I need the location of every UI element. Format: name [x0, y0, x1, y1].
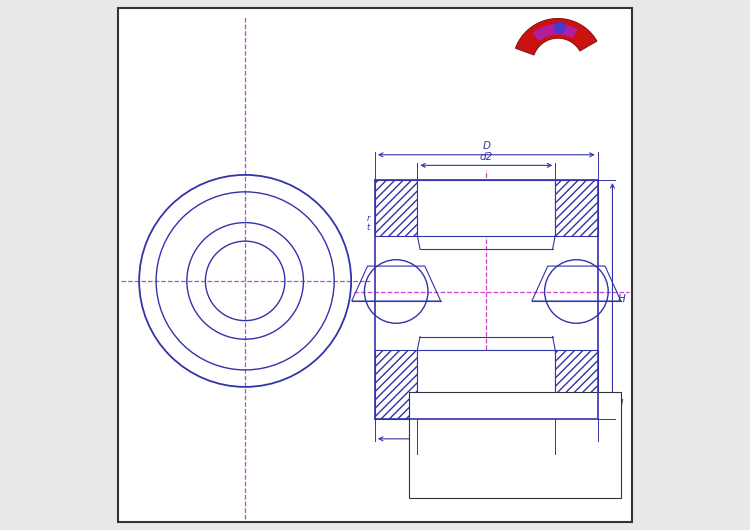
Text: http://www.runstarbearing.com: http://www.runstarbearing.com: [464, 416, 568, 422]
Text: r: r: [403, 403, 406, 411]
Text: H: H: [618, 295, 626, 304]
Bar: [410, 392, 622, 498]
Text: 51310: 51310: [518, 457, 576, 475]
Polygon shape: [532, 24, 578, 41]
Circle shape: [554, 21, 566, 34]
Bar: [555, 180, 598, 236]
Text: d: d: [483, 456, 490, 466]
Text: d2: d2: [480, 152, 493, 162]
Text: D2: D2: [479, 444, 494, 453]
Text: t: t: [367, 224, 370, 232]
Text: t₁: t₁: [400, 393, 407, 402]
Bar: [375, 180, 418, 236]
Bar: [375, 350, 418, 419]
Text: Zhangzhou Runstar Bearing Manufacturing co.Ltd: Zhangzhou Runstar Bearing Manufacturing …: [408, 400, 623, 408]
Text: D: D: [482, 142, 490, 151]
Polygon shape: [515, 19, 597, 55]
Text: r: r: [366, 215, 370, 223]
Bar: [555, 350, 598, 419]
Text: Part number:: Part number:: [452, 460, 533, 473]
Bar: [418, 180, 555, 236]
Bar: [418, 350, 555, 419]
